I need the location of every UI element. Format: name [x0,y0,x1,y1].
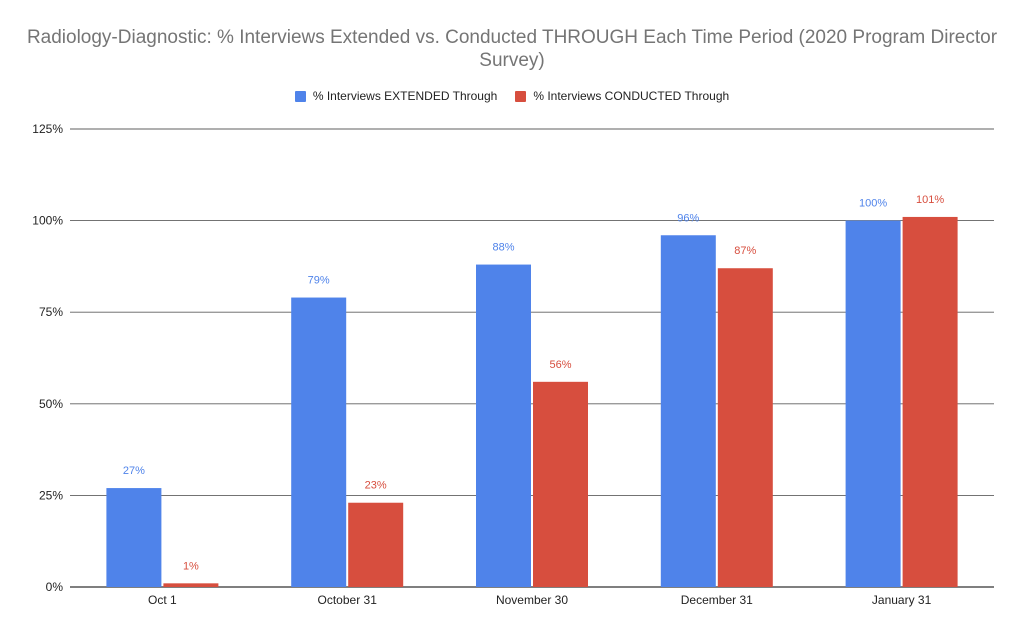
data-label-conducted-0: 1% [183,560,199,572]
bar-extended-0 [106,488,162,587]
y-tick-label-100: 100% [32,214,63,228]
data-label-extended-3: 96% [677,212,699,224]
x-tick-label-2: November 30 [496,593,568,607]
legend-item-conducted[interactable]: % Interviews CONDUCTED Through [515,89,729,103]
legend: % Interviews EXTENDED Through % Intervie… [0,89,1024,103]
y-tick-label-75: 75% [39,305,63,319]
x-tick-label-1: October 31 [318,593,378,607]
legend-swatch-conducted [515,90,527,102]
x-tick-label-3: December 31 [681,593,753,607]
data-label-extended-2: 88% [492,242,514,254]
legend-item-extended[interactable]: % Interviews EXTENDED Through [294,89,498,103]
y-tick-label-50: 50% [39,397,63,411]
data-label-conducted-2: 56% [549,359,571,371]
data-label-extended-1: 79% [308,275,330,287]
y-tick-label-25: 25% [39,488,63,502]
bar-extended-3 [660,235,716,588]
data-label-conducted-3: 87% [734,245,756,257]
data-label-conducted-1: 23% [365,480,387,492]
bar-conducted-2 [533,381,588,587]
bar-conducted-4 [902,216,958,587]
bar-conducted-0 [163,583,219,587]
bar-extended-4 [845,220,901,587]
bar-extended-2 [476,264,531,587]
y-tick-label-125: 125% [32,122,63,136]
bar-conducted-1 [348,502,404,587]
chart-title: Radiology-Diagnostic: % Interviews Exten… [26,27,998,71]
data-label-extended-0: 27% [123,465,145,477]
x-tick-label-4: January 31 [872,593,932,607]
data-label-conducted-4: 101% [916,194,944,206]
legend-label-extended: % Interviews EXTENDED Through [312,89,498,103]
bar-extended-1 [291,297,347,587]
data-label-extended-4: 100% [859,198,887,210]
legend-swatch-extended [294,90,306,102]
bar-conducted-3 [717,268,773,587]
y-tick-label-0: 0% [46,580,64,594]
x-tick-label-0: Oct 1 [148,593,177,607]
legend-label-conducted: % Interviews CONDUCTED Through [533,89,730,103]
